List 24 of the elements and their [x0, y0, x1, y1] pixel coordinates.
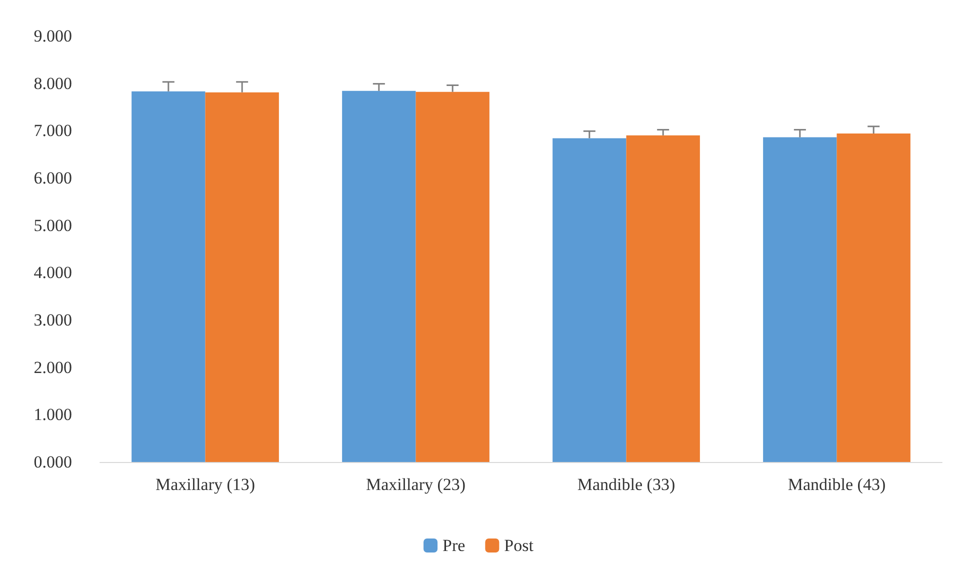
bar [836, 134, 910, 462]
y-tick-label: 6.000 [34, 168, 72, 188]
y-tick-label: 2.000 [34, 358, 72, 377]
bar [416, 92, 490, 462]
x-tick-label: Maxillary (23) [366, 475, 466, 494]
x-tick-label: Mandible (43) [788, 475, 886, 494]
bar [132, 91, 206, 462]
x-tick-label: Mandible (33) [577, 475, 676, 494]
y-tick-label: 9.000 [34, 26, 72, 46]
bar [626, 135, 700, 462]
bar [552, 138, 626, 462]
bar [205, 92, 279, 462]
y-tick-label: 1.000 [34, 405, 72, 424]
legend-label: Post [504, 536, 534, 555]
y-tick-label: 7.000 [34, 121, 72, 140]
bar [763, 137, 837, 462]
legend-label: Pre [442, 536, 466, 555]
y-tick-label: 3.000 [34, 310, 72, 330]
y-tick-label: 4.000 [34, 263, 72, 282]
bar [342, 90, 416, 462]
y-tick-label: 5.000 [34, 216, 72, 235]
y-tick-label: 8.000 [34, 74, 72, 93]
y-tick-label: 0.000 [34, 452, 72, 472]
x-tick-label: Maxillary (13) [155, 475, 256, 494]
